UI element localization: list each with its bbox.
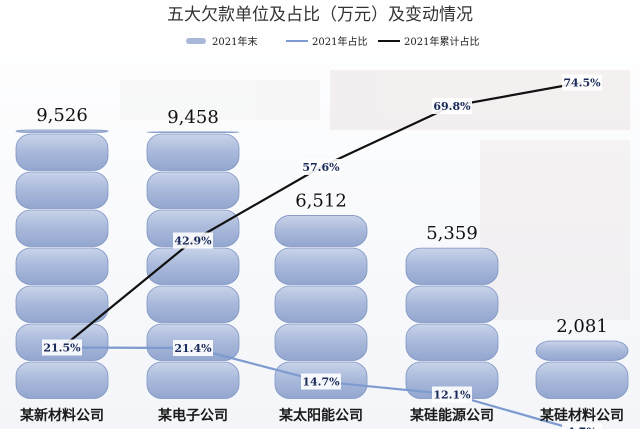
x-tick-label: 某硅能源公司 bbox=[410, 407, 494, 424]
bar-segment bbox=[15, 285, 109, 323]
data-label-text: 12.1% bbox=[433, 389, 471, 402]
bar-segment bbox=[15, 247, 109, 285]
legend-item-ratio: 2021年占比 bbox=[286, 35, 367, 48]
legend-swatch-bar bbox=[186, 38, 206, 44]
ratio-data-label: 21.5% bbox=[42, 339, 82, 356]
legend-label: 2021年累计占比 bbox=[404, 35, 479, 48]
data-label-text: 4.7% bbox=[567, 426, 597, 429]
legend-label: 2021年占比 bbox=[312, 35, 367, 48]
bar-value-label: 9,526 bbox=[36, 105, 88, 126]
data-label-box bbox=[301, 373, 341, 390]
cumulative-data-label: 57.6% bbox=[301, 159, 341, 175]
data-label-box bbox=[562, 74, 602, 91]
legend-item-year-end: 2021年末 bbox=[186, 35, 257, 48]
ratio-data-label: 4.7% bbox=[562, 423, 602, 429]
bar-segment bbox=[146, 133, 240, 171]
bar bbox=[405, 247, 499, 399]
legend: 2021年末 2021年占比 2021年累计占比 bbox=[186, 35, 479, 48]
data-label-box bbox=[42, 339, 82, 356]
cumulative-data-label: 42.9% bbox=[173, 232, 213, 249]
line-data-labels: 21.5% 21.4% 14.7% 12.1% 4.7% 42.9% 57.6% 69.8% 7… bbox=[42, 74, 602, 429]
bar-segment bbox=[405, 323, 499, 361]
data-label-box bbox=[173, 340, 213, 356]
x-tick-label: 某太阳能公司 bbox=[279, 407, 363, 424]
x-tick-label: 某新材料公司 bbox=[20, 407, 104, 424]
data-label-text: 69.8% bbox=[433, 100, 471, 113]
bar-segment bbox=[405, 285, 499, 323]
bar-segment bbox=[274, 247, 368, 285]
data-label-box bbox=[562, 423, 602, 429]
bar-segment bbox=[535, 340, 629, 361]
bar bbox=[146, 131, 240, 399]
bar-value-label: 6,512 bbox=[295, 190, 347, 211]
ratio-data-label: 12.1% bbox=[432, 386, 472, 403]
cumulative-data-label: 69.8% bbox=[432, 98, 472, 114]
bar-segment bbox=[146, 131, 240, 133]
data-label-text: 14.7% bbox=[302, 376, 340, 389]
bar-segment bbox=[146, 361, 240, 399]
bar-segment bbox=[535, 361, 629, 399]
data-label-box bbox=[432, 386, 472, 403]
data-label-text: 42.9% bbox=[174, 235, 212, 248]
bar-value-label: 5,359 bbox=[426, 223, 478, 244]
bar bbox=[15, 129, 109, 399]
bar-segment bbox=[405, 247, 499, 285]
data-label-box bbox=[173, 232, 213, 249]
bar-segment bbox=[15, 361, 109, 399]
cumulative-data-label: 74.5% bbox=[562, 74, 602, 91]
ratio-data-label: 21.4% bbox=[173, 340, 213, 356]
x-tick-label: 某电子公司 bbox=[158, 407, 228, 424]
bar-segment bbox=[146, 171, 240, 209]
x-axis-tick-labels: 某新材料公司 某电子公司 某太阳能公司 某硅能源公司 某硅材料公司 bbox=[20, 407, 624, 424]
bar-segment bbox=[15, 209, 109, 247]
ratio-data-label: 14.7% bbox=[301, 373, 341, 390]
bar-segment bbox=[274, 215, 368, 247]
bar-value-label: 9,458 bbox=[167, 107, 219, 128]
legend-item-cumulative: 2021年累计占比 bbox=[378, 35, 479, 48]
bar bbox=[535, 340, 629, 399]
bars bbox=[15, 129, 629, 399]
bar-segment bbox=[15, 171, 109, 209]
bar bbox=[274, 215, 368, 399]
bar-segment bbox=[15, 129, 109, 133]
data-label-box bbox=[301, 159, 341, 175]
bar-value-label: 2,081 bbox=[556, 316, 608, 337]
bar-segment bbox=[15, 133, 109, 171]
x-tick-label: 某硅材料公司 bbox=[540, 407, 624, 424]
data-label-text: 21.5% bbox=[43, 342, 81, 355]
data-label-text: 74.5% bbox=[563, 77, 601, 90]
data-label-box bbox=[432, 98, 472, 114]
bar-segment bbox=[274, 285, 368, 323]
legend-label: 2021年末 bbox=[212, 35, 257, 48]
bar-segment bbox=[146, 285, 240, 323]
data-label-text: 21.4% bbox=[174, 342, 212, 355]
chart-title: 五大欠款单位及占比（万元）及变动情况 bbox=[167, 5, 473, 25]
bar-segment bbox=[274, 323, 368, 361]
bar-value-labels: 9,526 9,458 6,512 5,359 2,081 bbox=[36, 105, 608, 337]
data-label-text: 57.6% bbox=[302, 161, 340, 174]
